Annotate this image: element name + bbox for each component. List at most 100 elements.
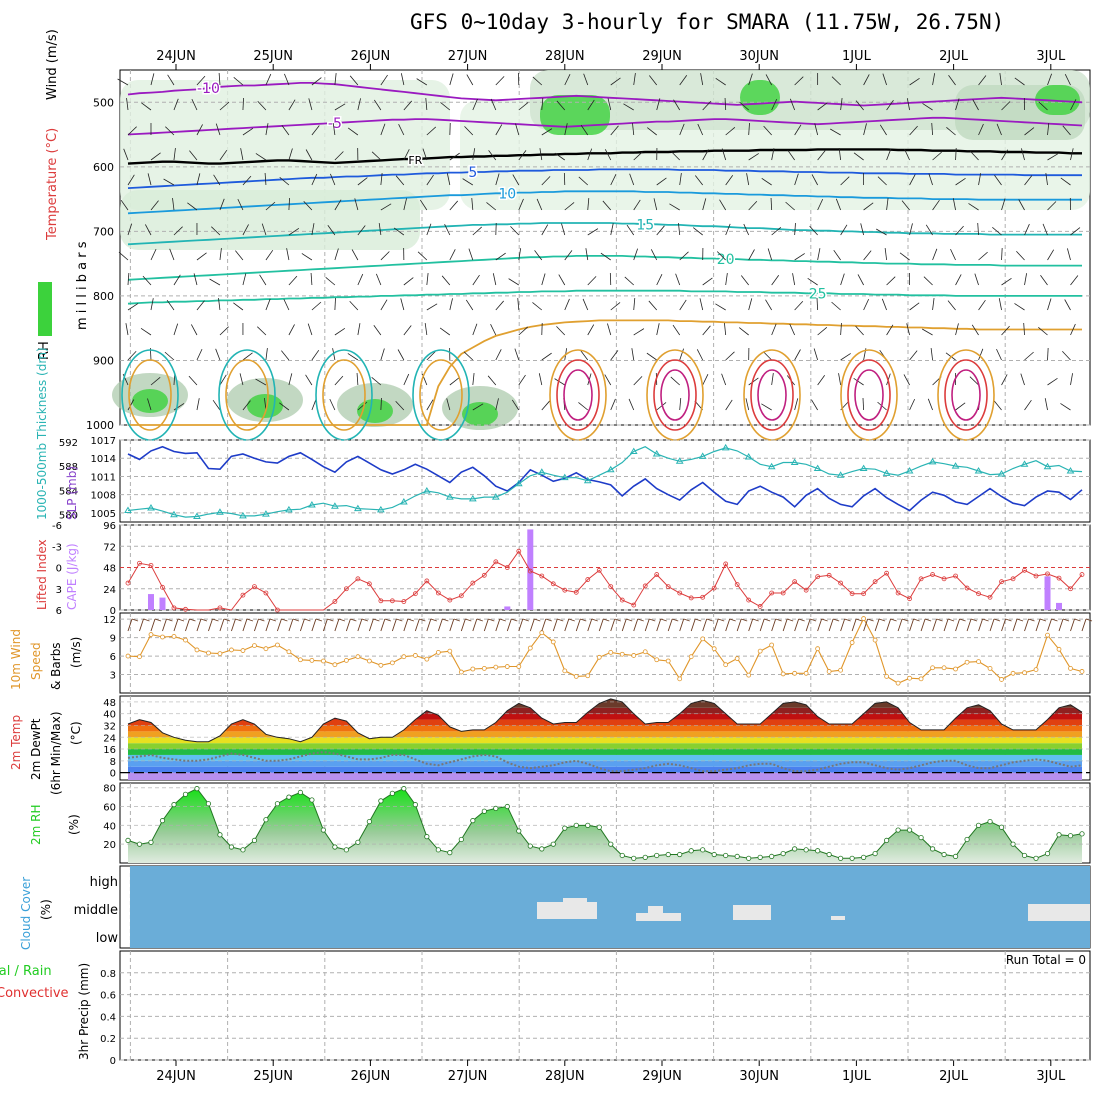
wind-barb (395, 400, 405, 411)
wind-barb (395, 175, 405, 186)
cloud-block (636, 913, 681, 921)
wind-barb (191, 98, 198, 111)
li-point (539, 573, 545, 579)
wind-barb (853, 377, 864, 386)
wind-barb (863, 202, 874, 211)
precip-legend-total: Total / Rain (0, 964, 52, 979)
wind-tick-label: 6 (110, 652, 116, 663)
wind-barb (403, 198, 407, 211)
li-point (252, 584, 257, 590)
wind-barb (610, 302, 621, 311)
rh-point (964, 836, 970, 843)
rh-point (780, 850, 786, 857)
li-point (378, 598, 384, 604)
temp-tick-label: 24 (103, 733, 116, 744)
wind-barb-flag (189, 618, 196, 622)
wind-barb (219, 198, 225, 211)
wind-barb (833, 249, 841, 261)
wind-speed-point (976, 659, 981, 665)
wind-barb (564, 74, 571, 86)
wind-barb (909, 77, 920, 86)
wind-barb (515, 123, 520, 136)
wind-barb-flag (154, 618, 162, 622)
rh-point (263, 817, 269, 823)
wind-barb-10m (851, 618, 857, 632)
rh-point (148, 839, 154, 845)
wind-barb-10m (414, 618, 420, 632)
wind-barb-flag (476, 618, 483, 622)
wind-barb (978, 123, 984, 136)
wind-barb (794, 173, 799, 186)
wind-barb-10m (288, 618, 294, 632)
wind-barb (794, 253, 805, 261)
thickness-series-line (127, 446, 1083, 518)
wind-barb (301, 253, 313, 261)
run-total-label: Run Total = 0 (1006, 953, 1086, 967)
li-point (183, 606, 188, 612)
wind-barb (1070, 99, 1077, 111)
wind-barb (380, 397, 382, 411)
wind-barb (380, 74, 388, 86)
wind-barb-10m (529, 618, 535, 632)
wind-barb-10m (437, 618, 443, 632)
wind-barb-flag (821, 618, 828, 622)
cape-tick-label: 24 (103, 585, 116, 596)
wind-barb (702, 149, 709, 161)
rh-point (274, 801, 281, 807)
wind-barb (288, 275, 298, 286)
wind-barb (1047, 123, 1050, 136)
wind-barb (173, 98, 179, 111)
temp-tick-label: 0 (110, 769, 116, 780)
wind-barb (163, 178, 175, 186)
li-point (665, 584, 671, 590)
wind-barb-flag (832, 618, 840, 622)
wind-barb (679, 75, 688, 86)
wind-barb (1064, 74, 1071, 86)
isotherm-label: 15 (636, 217, 654, 233)
li-point (930, 572, 935, 577)
wind-barb (393, 227, 405, 236)
wind-barb (1070, 275, 1079, 286)
thickness-point (652, 449, 661, 457)
wind-barb (150, 73, 155, 86)
wind-barb (946, 126, 956, 136)
wind-barb (286, 248, 290, 261)
wind-barb (495, 76, 505, 86)
low-contour (412, 349, 470, 441)
wind-speed-point (504, 664, 510, 669)
rh-point (711, 851, 717, 858)
wind-barb-10m (920, 618, 926, 632)
wind-speed-point (183, 637, 188, 643)
cloud-background (130, 866, 1090, 948)
wind-barb (716, 251, 726, 261)
li-point (389, 598, 395, 604)
cloud-row-low: low (96, 931, 119, 946)
isotherm-line-FR (127, 148, 1082, 165)
wind-barb (417, 251, 428, 261)
rh-low-core (357, 399, 393, 423)
wind-speed-point (631, 653, 637, 658)
wind-barb (556, 326, 566, 336)
wind-barb (486, 202, 497, 211)
wind-barb (743, 223, 750, 236)
rh-point (815, 848, 821, 854)
wind-speed-point (298, 657, 303, 663)
wind-tick-label: 9 (110, 634, 116, 645)
thickness-point (239, 511, 247, 519)
thickness-point (514, 479, 523, 487)
thickness-point (928, 457, 937, 465)
cloud-block (831, 916, 845, 920)
thickness-point (491, 493, 500, 500)
wind-barb (600, 252, 611, 261)
li-point (447, 597, 453, 603)
wind-barb (886, 198, 889, 211)
low-contour (743, 349, 801, 441)
cloud-axis-label: Cloud Cover (19, 877, 33, 950)
wind-barb-flag (1085, 618, 1093, 622)
wind-barb (675, 273, 681, 286)
wind-barb (814, 123, 819, 136)
wind-barb-10m (575, 618, 581, 632)
wind-barb (169, 248, 175, 261)
wind-barb-flag (706, 618, 713, 622)
rh-point (792, 846, 798, 852)
